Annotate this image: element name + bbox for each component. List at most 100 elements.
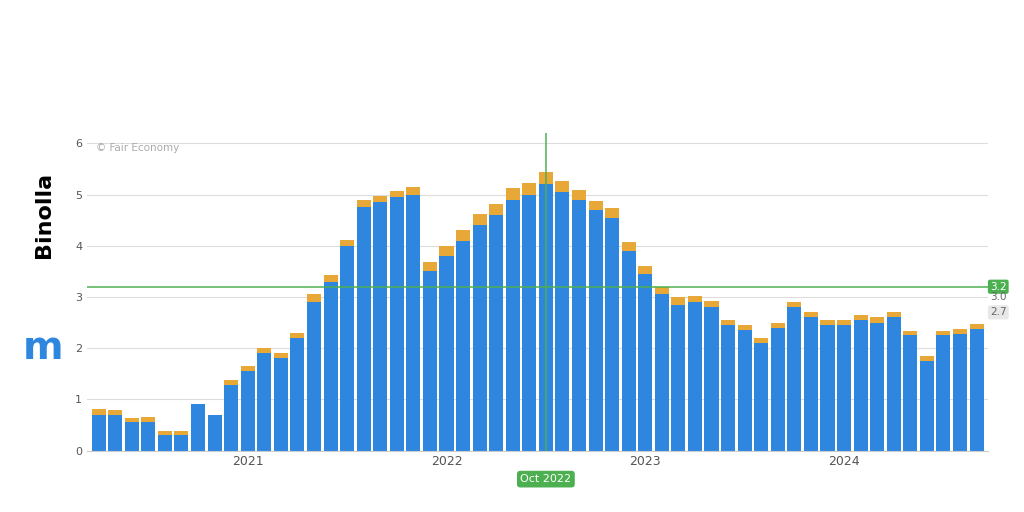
Text: Oct 2022: Oct 2022 [520, 474, 571, 484]
Bar [804, 312, 818, 317]
Bar [373, 202, 387, 451]
Bar [887, 317, 901, 451]
Bar [638, 274, 652, 451]
Text: © Fair Economy: © Fair Economy [96, 143, 179, 153]
Bar [654, 294, 669, 451]
Text: 3.2: 3.2 [990, 282, 1007, 292]
Bar [141, 422, 156, 451]
Bar [390, 191, 403, 197]
Bar [340, 240, 354, 246]
Bar [804, 317, 818, 451]
Bar [755, 343, 768, 451]
Bar [887, 312, 901, 317]
Bar [356, 200, 371, 207]
Bar [970, 329, 984, 451]
Bar [125, 418, 139, 422]
Text: 3.0: 3.0 [990, 292, 1007, 302]
Bar [273, 358, 288, 451]
Bar [506, 200, 520, 451]
Bar [307, 302, 321, 451]
Bar [572, 200, 586, 451]
Bar [439, 256, 454, 451]
Bar [539, 172, 553, 184]
Bar [109, 410, 122, 415]
Bar [953, 334, 967, 451]
Bar [787, 302, 802, 307]
Bar [688, 302, 702, 451]
Bar [854, 315, 867, 320]
Bar [820, 320, 835, 325]
Bar [158, 435, 172, 451]
Bar [622, 251, 636, 451]
Bar [291, 338, 304, 451]
Bar [208, 415, 221, 451]
Bar [837, 320, 851, 325]
Bar [324, 275, 338, 282]
Bar [307, 294, 321, 302]
Bar [721, 320, 735, 325]
Bar [672, 297, 685, 305]
Bar [174, 435, 188, 451]
Bar [837, 325, 851, 451]
Bar [936, 331, 950, 335]
Bar [340, 246, 354, 451]
Bar [771, 328, 784, 451]
Bar [870, 323, 884, 451]
Bar [854, 320, 867, 451]
Bar [373, 196, 387, 202]
Bar [407, 195, 421, 451]
Bar [125, 422, 139, 451]
Bar [605, 208, 620, 218]
Bar [572, 190, 586, 200]
Text: 2.7: 2.7 [990, 307, 1007, 317]
Bar [439, 246, 454, 256]
Bar [91, 415, 105, 451]
Bar [257, 348, 271, 353]
Bar [705, 301, 719, 307]
Bar [456, 230, 470, 241]
Bar [356, 207, 371, 451]
Text: Binolla: Binolla [34, 172, 53, 258]
Bar [605, 218, 620, 451]
Bar [903, 331, 918, 335]
Bar [141, 417, 156, 422]
Bar [688, 296, 702, 302]
Bar [423, 262, 437, 271]
Bar [224, 385, 239, 451]
Bar [737, 325, 752, 330]
Bar [257, 353, 271, 451]
Bar [390, 197, 403, 451]
Bar [920, 361, 934, 451]
Bar [903, 335, 918, 451]
Bar [324, 282, 338, 451]
Bar [705, 307, 719, 451]
Bar [423, 271, 437, 451]
Bar [555, 181, 569, 192]
Bar [771, 323, 784, 328]
Bar [407, 187, 421, 195]
Bar [224, 380, 239, 385]
Bar [589, 210, 602, 451]
Bar [191, 404, 205, 451]
Bar [241, 371, 255, 451]
Bar [473, 214, 486, 225]
Bar [755, 338, 768, 343]
Bar [737, 330, 752, 451]
Bar [91, 409, 105, 415]
Bar [654, 287, 669, 294]
Bar [473, 225, 486, 451]
Bar [109, 415, 122, 451]
Text: m: m [24, 329, 63, 367]
Bar [953, 329, 967, 334]
Bar [787, 307, 802, 451]
Bar [870, 317, 884, 323]
Bar [638, 266, 652, 274]
Bar [489, 204, 503, 215]
Bar [589, 201, 602, 210]
Bar [506, 188, 520, 200]
Bar [539, 184, 553, 451]
Bar [456, 241, 470, 451]
Bar [920, 356, 934, 361]
Bar [174, 431, 188, 435]
Bar [820, 325, 835, 451]
